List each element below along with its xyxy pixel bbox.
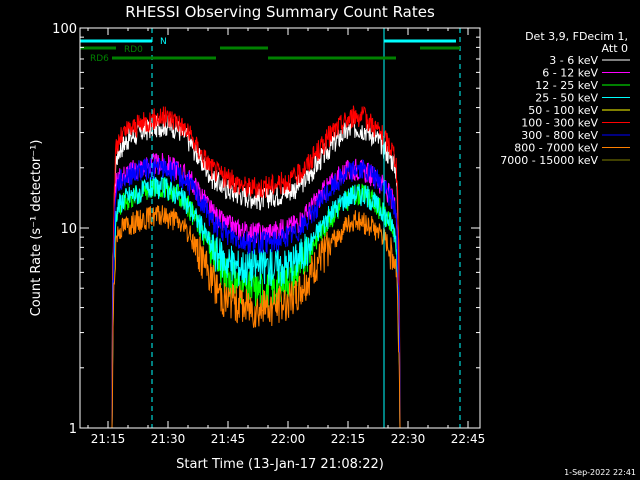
footer-timestamp: 1-Sep-2022 22:41 xyxy=(564,468,636,477)
legend-label-6: 300 - 800 keV xyxy=(521,129,598,142)
series-line-5 xyxy=(111,157,401,429)
legend-label-5: 100 - 300 keV xyxy=(521,117,598,130)
legend-title-line-1: Det 3,9, FDecim 1, xyxy=(525,30,628,43)
x-tick-label-1: 21:30 xyxy=(151,432,186,446)
legend-label-0: 3 - 6 keV xyxy=(549,54,598,67)
legend-label-1: 6 - 12 keV xyxy=(542,67,598,80)
x-tick-label-5: 22:30 xyxy=(391,432,426,446)
series-line-2 xyxy=(111,177,401,429)
axes: 21:15 21:30 21:45 22:00 22:15 22:30 22:45 1 10 10… xyxy=(52,22,485,446)
x-axis-label: Start Time (13-Jan-17 21:08:22) xyxy=(176,457,384,472)
flag-label-rd0: RD0 xyxy=(124,45,143,55)
x-tick-label-6: 22:45 xyxy=(451,432,486,446)
legend-label-3: 25 - 50 keV xyxy=(535,92,598,105)
x-tick-label-4: 22:15 xyxy=(331,432,366,446)
y-tick-label-0: 1 xyxy=(69,422,77,437)
chart-title: RHESSI Observing Summary Count Rates xyxy=(125,3,435,21)
series-line-4 xyxy=(111,105,401,429)
flag-label-rd6: RD6 xyxy=(90,54,109,64)
legend-label-4: 50 - 100 keV xyxy=(528,104,598,117)
flag-bars: N RD0 RD6 xyxy=(80,37,460,64)
series-line-6 xyxy=(111,205,401,429)
legend-label-7: 800 - 7000 keV xyxy=(514,142,598,155)
y-tick-label-1: 10 xyxy=(60,222,77,237)
x-tick-label-2: 21:45 xyxy=(211,432,246,446)
legend-title-line-2: Att 0 xyxy=(602,42,628,55)
x-tick-label-3: 22:00 xyxy=(271,432,306,446)
series-line-3 xyxy=(111,174,401,429)
legend-label-8: 7000 - 15000 keV xyxy=(500,154,598,167)
y-axis-label: Count Rate (s⁻¹ detector⁻¹) xyxy=(29,140,44,317)
legend-label-2: 12 - 25 keV xyxy=(535,79,598,92)
y-tick-label-2: 100 xyxy=(52,22,77,37)
x-tick-label-0: 21:15 xyxy=(91,432,126,446)
data-layer xyxy=(79,28,461,429)
flag-label-n: N xyxy=(160,37,167,47)
